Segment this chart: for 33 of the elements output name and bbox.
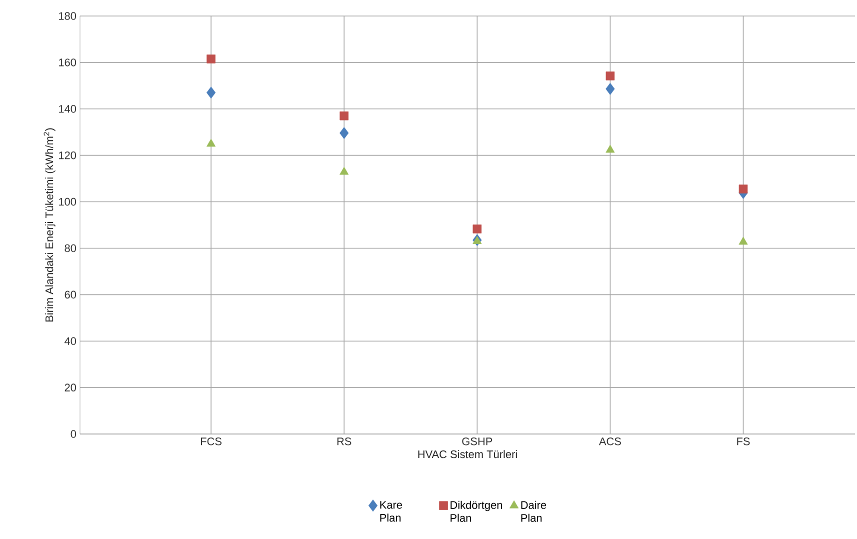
x-tick-label: RS: [337, 438, 352, 446]
x-tick-label: FS: [737, 438, 750, 446]
legend-label: Dikdörtgen Plan: [450, 500, 502, 522]
x-tick-label: FCS: [201, 438, 222, 446]
y-tick-label: 160: [59, 58, 76, 66]
x-tick-label: ACS: [598, 438, 621, 446]
y-tick-label: 80: [64, 244, 76, 252]
legend-label: Daire Plan: [521, 500, 546, 522]
y-tick-label: 180: [59, 12, 76, 20]
point: [206, 138, 216, 147]
y-tick-label: 120: [59, 151, 76, 160]
y-tick-label: 0: [70, 430, 76, 438]
point: [606, 82, 615, 95]
point: [340, 127, 349, 140]
point: [738, 236, 748, 245]
point: [472, 224, 482, 234]
point: [738, 184, 748, 194]
point: [606, 144, 615, 153]
point: [340, 166, 349, 175]
y-axis-title: Birim Alandaki Enerji Tüketimi (kWh/m$^{2}$): [44, 128, 56, 322]
y-tick-label: 20: [64, 384, 76, 392]
x-axis-title: HVAC Sistem Türleri: [418, 450, 517, 458]
point: [472, 236, 482, 244]
point: [340, 111, 349, 120]
y-tick-label: 100: [59, 198, 76, 206]
point: [606, 72, 615, 80]
legend-label: Kare Plan: [380, 501, 402, 522]
x-tick-label: GSHP: [462, 438, 492, 446]
y-tick-label: 40: [64, 337, 76, 345]
y-tick-label: 60: [64, 290, 76, 299]
y-tick-label: 140: [59, 105, 76, 113]
point: [206, 86, 216, 99]
point: [206, 54, 216, 64]
